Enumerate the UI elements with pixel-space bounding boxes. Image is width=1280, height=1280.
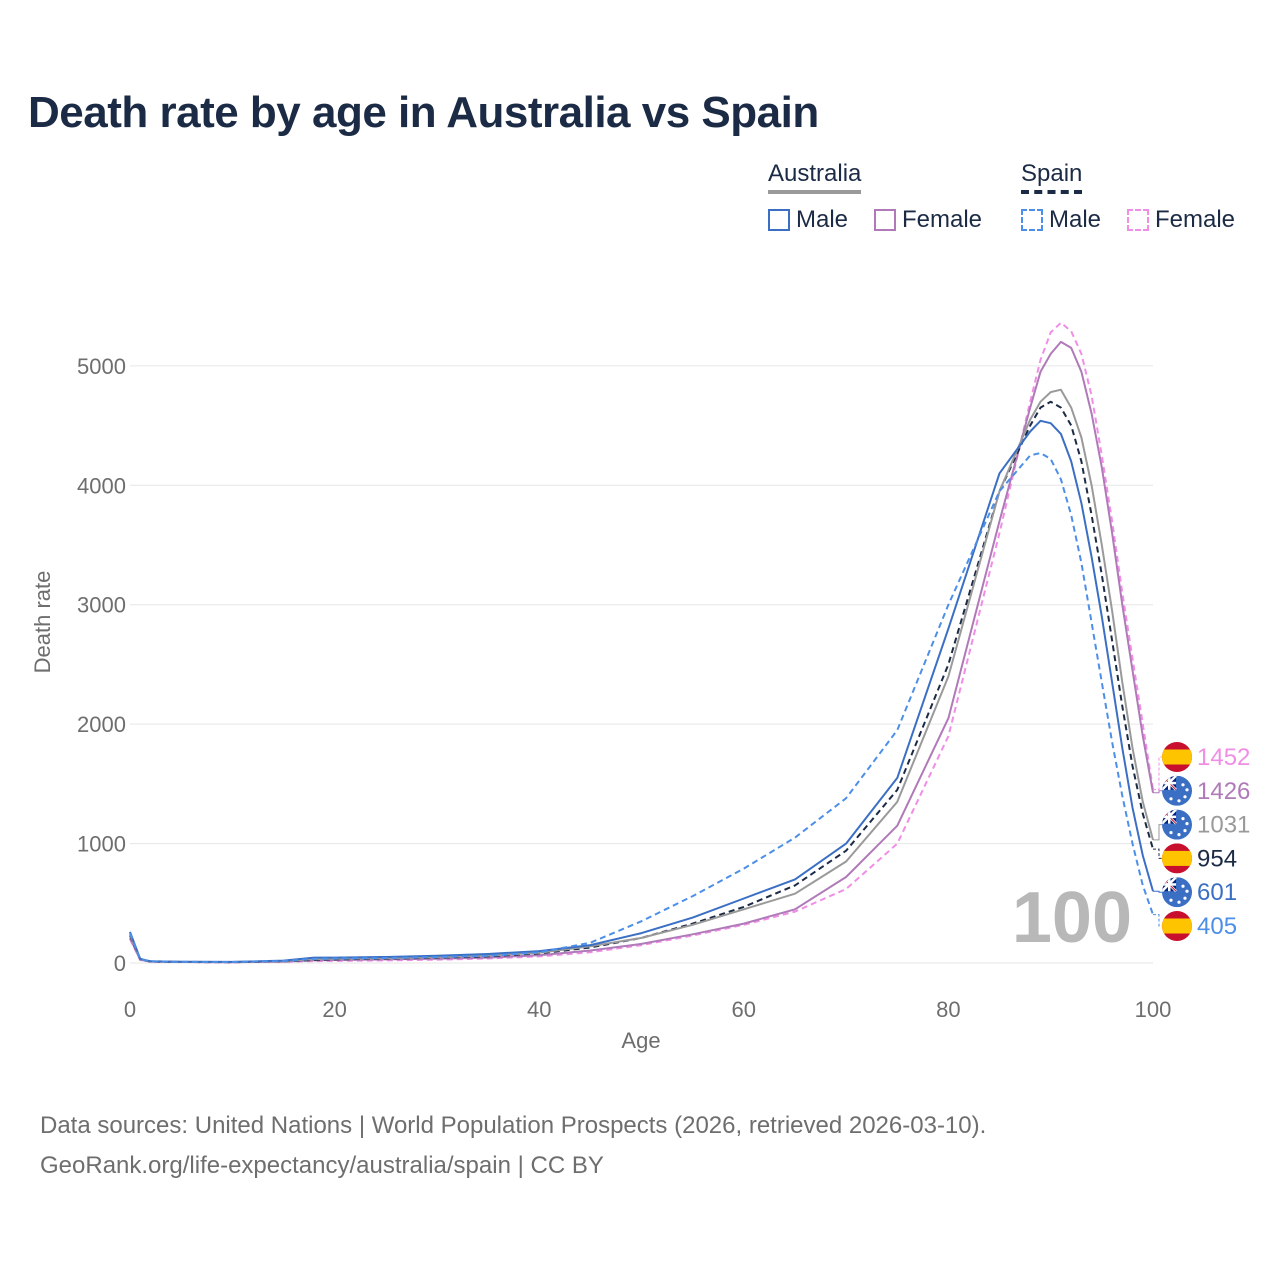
x-axis-title: Age — [621, 1028, 660, 1053]
end-value-label: 405 — [1197, 913, 1237, 940]
legend-label: Male — [796, 206, 849, 233]
legend-swatch — [1021, 209, 1043, 231]
spain-flag-icon — [1162, 742, 1192, 772]
legend-group-title: Spain — [1021, 160, 1083, 194]
x-tick-label: 100 — [1135, 997, 1172, 1022]
end-label-leader — [1153, 790, 1163, 794]
end-value-label: 1452 — [1197, 744, 1250, 771]
legend-swatch — [874, 209, 896, 231]
y-tick-label: 3000 — [77, 593, 126, 618]
end-label-leader — [1153, 824, 1163, 841]
y-tick-label: 5000 — [77, 354, 126, 379]
y-tick-label: 2000 — [77, 712, 126, 737]
y-tick-label: 4000 — [77, 473, 126, 498]
legend-label: Female — [902, 206, 983, 233]
sources-line-2[interactable]: GeoRank.org/life-expectancy/australia/sp… — [40, 1152, 604, 1179]
spain-flag-icon — [1162, 843, 1192, 874]
x-tick-label: 20 — [322, 997, 346, 1022]
x-tick-label: 0 — [124, 997, 136, 1022]
legend-group-australia: Australia Male Female — [768, 160, 982, 233]
legend-swatch — [768, 209, 790, 231]
end-label-leader — [1153, 914, 1163, 927]
y-tick-label: 1000 — [77, 832, 126, 857]
end-label-leader — [1153, 848, 1163, 859]
legend-item-australia-female[interactable]: Female — [874, 206, 982, 234]
end-label-leader — [1153, 890, 1163, 893]
legend-label: Male — [1049, 206, 1102, 233]
x-tick-label: 80 — [936, 997, 960, 1022]
chart-title: Death rate by age in Australia vs Spain — [28, 88, 819, 137]
australia-flag-icon — [1162, 775, 1192, 806]
spain-flag-icon — [1162, 911, 1192, 941]
australia-flag-icon — [1162, 877, 1192, 908]
end-value-label: 601 — [1197, 879, 1237, 906]
australia-flag-icon — [1162, 809, 1192, 840]
legend-swatch — [1127, 209, 1149, 231]
legend-item-spain-female[interactable]: Female — [1127, 206, 1235, 234]
end-label-leader — [1153, 756, 1163, 791]
sources-line-1: Data sources: United Nations | World Pop… — [40, 1112, 987, 1139]
series-line-spain-male[interactable] — [129, 452, 1154, 963]
x-tick-label: 60 — [732, 997, 756, 1022]
y-axis-title: Death rate — [30, 571, 55, 674]
series-line-spain-combined[interactable] — [129, 400, 1154, 964]
series-line-australia-male[interactable] — [129, 419, 1154, 963]
series-line-australia-female[interactable] — [129, 340, 1154, 964]
end-value-label: 1031 — [1197, 812, 1250, 839]
legend-group-title: Australia — [768, 160, 862, 194]
end-value-label: 954 — [1197, 845, 1237, 872]
y-tick-label: 0 — [114, 951, 126, 976]
legend-label: Female — [1155, 206, 1236, 233]
series-line-spain-female[interactable] — [129, 321, 1154, 964]
end-value-label: 1426 — [1197, 778, 1250, 805]
legend-group-spain: Spain Male Female — [1021, 160, 1235, 233]
legend-item-spain-male[interactable]: Male — [1021, 206, 1101, 234]
x-tick-label: 40 — [527, 997, 551, 1022]
legend-item-australia-male[interactable]: Male — [768, 206, 848, 234]
current-age-watermark: 100 — [1012, 878, 1132, 958]
data-sources: Data sources: United Nations | World Pop… — [40, 1106, 986, 1186]
